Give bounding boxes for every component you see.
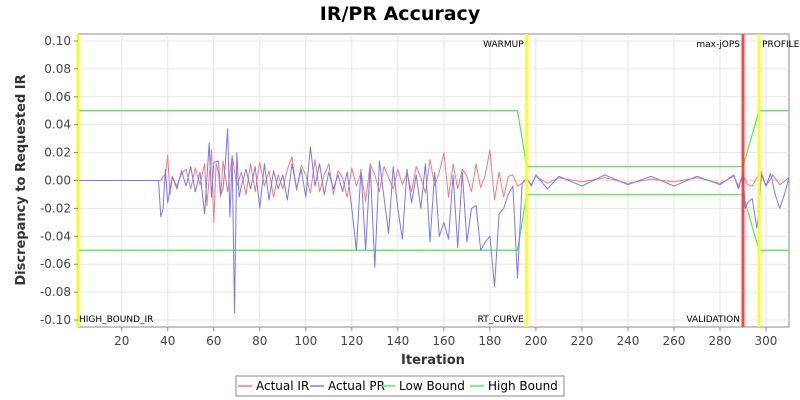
y-tick-label: 0.02 — [44, 146, 71, 160]
y-tick-label: 0.08 — [44, 62, 71, 76]
x-tick-label: 200 — [524, 334, 547, 348]
x-tick-label: 140 — [386, 334, 409, 348]
series-lines — [78, 128, 790, 314]
x-tick-label: 260 — [662, 334, 685, 348]
y-axis-label: Discrepancy to Requested IR — [14, 74, 29, 285]
marker-label: max-jOPS — [696, 40, 740, 50]
y-tick-label: 0.10 — [44, 34, 71, 48]
x-tick-label: 280 — [709, 334, 732, 348]
x-tick-label: 300 — [755, 334, 778, 348]
low-bound-line — [78, 193, 789, 251]
legend-item-label: High Bound — [488, 379, 558, 393]
x-tick-label: 80 — [252, 334, 267, 348]
x-tick-label: 20 — [114, 334, 129, 348]
chart-title: IR/PR Accuracy — [320, 3, 481, 25]
x-tick-label: 160 — [432, 334, 455, 348]
actual-pr-line — [78, 128, 790, 314]
grid — [78, 34, 789, 327]
actual-ir-line — [78, 149, 790, 223]
marker-label: WARMUP — [483, 40, 524, 50]
marker-label: HIGH_BOUND_IR — [79, 315, 153, 325]
legend-item-label: Actual IR — [256, 379, 309, 393]
x-tick-label: 60 — [206, 334, 221, 348]
y-tick-label: 0.00 — [44, 174, 71, 188]
x-tick-label: 180 — [478, 334, 501, 348]
legend-box — [235, 375, 565, 397]
legend: Actual IR Actual PR Low Bound High Bound — [235, 375, 565, 397]
y-tick-label: -0.02 — [40, 201, 71, 215]
marker-label: PROFILE — [762, 40, 800, 50]
y-tick-label: -0.10 — [40, 313, 71, 327]
y-tick-label: 0.06 — [44, 90, 71, 104]
x-tick-label: 120 — [340, 334, 363, 348]
bound-lines — [78, 110, 789, 251]
x-tick-label: 40 — [160, 334, 175, 348]
legend-item-label: Actual PR — [328, 379, 385, 393]
x-ticks: 20 40 60 80 100 120 140 160 180 200 220 240 260 280 30… — [114, 327, 777, 348]
y-tick-label: -0.04 — [40, 229, 71, 243]
y-tick-label: 0.04 — [44, 118, 71, 132]
marker-label: RT_CURVE — [478, 315, 524, 325]
legend-item-label: Low Bound — [399, 379, 465, 393]
y-ticks: 0.10 0.08 0.06 0.04 0.02 0.00 -0.02 -0.04 -0.06 -… — [40, 34, 78, 327]
y-tick-label: -0.08 — [40, 285, 71, 299]
y-tick-label: -0.06 — [40, 257, 71, 271]
x-axis-label: Iteration — [401, 353, 465, 368]
marker-label: VALIDATION — [686, 315, 740, 325]
x-tick-label: 240 — [616, 334, 639, 348]
high-bound-line — [78, 110, 789, 168]
x-tick-label: 100 — [294, 334, 317, 348]
x-tick-label: 220 — [570, 334, 593, 348]
